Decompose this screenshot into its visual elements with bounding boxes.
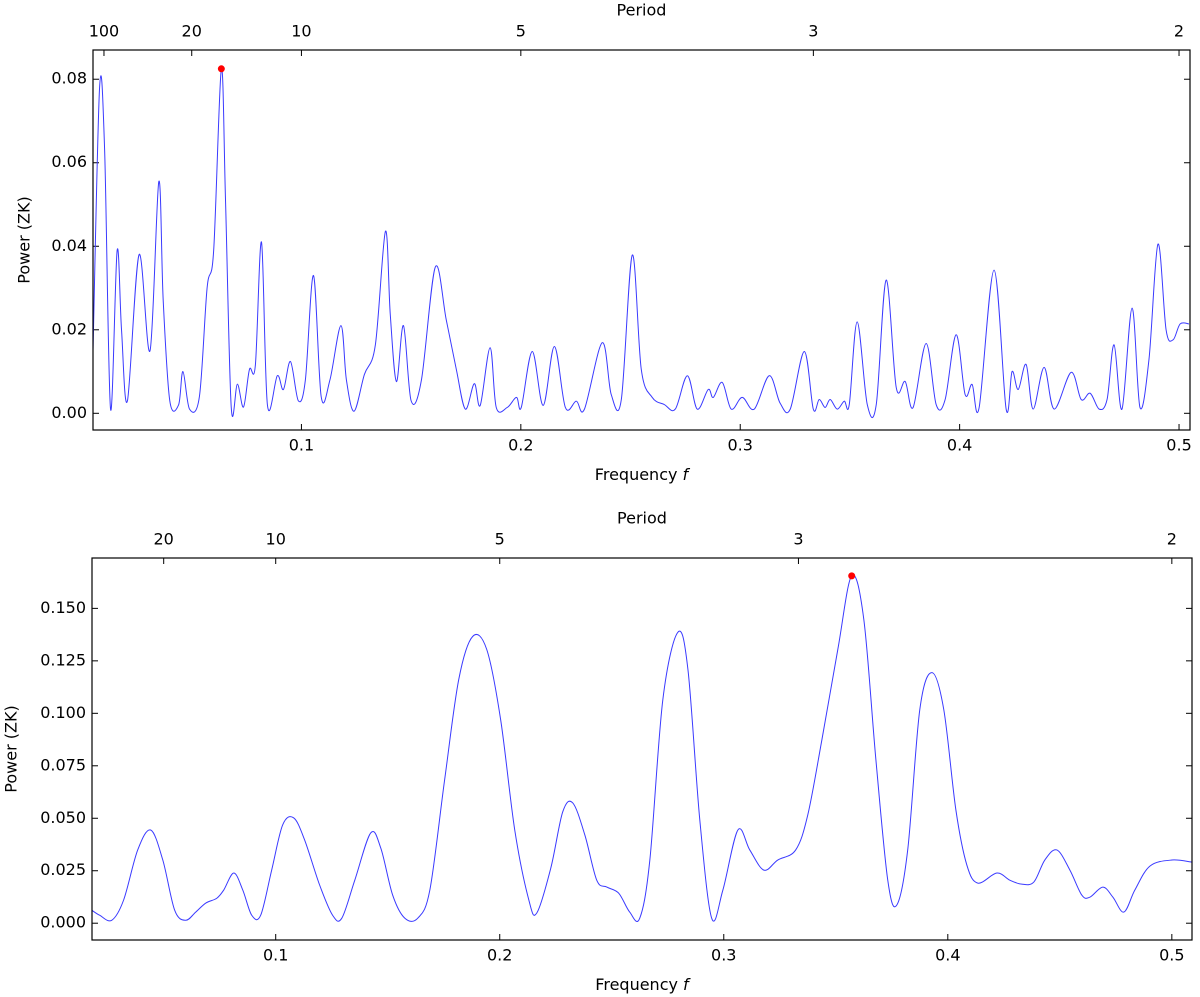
y-tick-label: 0.150 bbox=[40, 598, 86, 617]
x2-tick-label: 3 bbox=[808, 22, 818, 41]
y-tick-label: 0.04 bbox=[51, 236, 87, 255]
peak-marker bbox=[217, 65, 225, 73]
x2-tick-label: 3 bbox=[793, 530, 803, 549]
x-tick-label: 0.4 bbox=[935, 946, 960, 965]
power-line bbox=[92, 574, 1192, 922]
x2-tick-label: 2 bbox=[1167, 530, 1177, 549]
x-axis-label-text: Frequency bbox=[595, 465, 678, 484]
x2-tick-label: 5 bbox=[516, 22, 526, 41]
x-axis-label-text: Frequency bbox=[595, 975, 678, 994]
power-line bbox=[93, 67, 1189, 418]
x-tick-label: 0.2 bbox=[508, 436, 533, 455]
y-tick-label: 0.100 bbox=[40, 703, 86, 722]
y-tick-label: 0.08 bbox=[51, 69, 87, 88]
x-tick-label: 0.1 bbox=[289, 436, 314, 455]
x2-tick-label: 5 bbox=[495, 530, 505, 549]
x-tick-label: 0.3 bbox=[711, 946, 736, 965]
x-axis-label-symbol: f bbox=[683, 975, 691, 994]
x-tick-label: 0.4 bbox=[947, 436, 972, 455]
y-axis-label: Power (ZK) bbox=[2, 705, 21, 792]
x2-axis-label: Period bbox=[617, 509, 667, 528]
y-tick-label: 0.025 bbox=[40, 860, 86, 879]
y-tick-label: 0.050 bbox=[40, 808, 86, 827]
y-tick-label: 0.075 bbox=[40, 755, 86, 774]
plot-frame bbox=[92, 49, 1191, 431]
x-tick-label: 0.3 bbox=[728, 436, 753, 455]
x-axis-label-symbol: f bbox=[683, 465, 691, 484]
x-tick-label: 0.1 bbox=[263, 946, 288, 965]
x2-tick-label: 10 bbox=[291, 22, 311, 41]
x2-tick-label: 100 bbox=[89, 22, 120, 41]
x2-tick-label: 2 bbox=[1174, 22, 1184, 41]
x2-tick-label: 10 bbox=[266, 530, 286, 549]
plot-frame bbox=[91, 557, 1193, 941]
y-tick-label: 0.02 bbox=[51, 319, 87, 338]
x2-tick-label: 20 bbox=[154, 530, 174, 549]
x2-axis-label: Period bbox=[617, 1, 667, 20]
x2-tick-label: 20 bbox=[182, 22, 202, 41]
y-tick-label: 0.125 bbox=[40, 650, 86, 669]
y-tick-label: 0.00 bbox=[51, 403, 87, 422]
y-tick-label: 0.06 bbox=[51, 152, 87, 171]
x-axis-label: Frequency f bbox=[595, 975, 691, 994]
x-tick-label: 0.2 bbox=[487, 946, 512, 965]
y-axis-label: Power (ZK) bbox=[15, 196, 34, 283]
peak-marker bbox=[848, 572, 856, 580]
x-axis-label: Frequency f bbox=[595, 465, 691, 484]
y-tick-label: 0.000 bbox=[40, 913, 86, 932]
x-tick-label: 0.5 bbox=[1166, 436, 1191, 455]
x-tick-label: 0.5 bbox=[1159, 946, 1184, 965]
